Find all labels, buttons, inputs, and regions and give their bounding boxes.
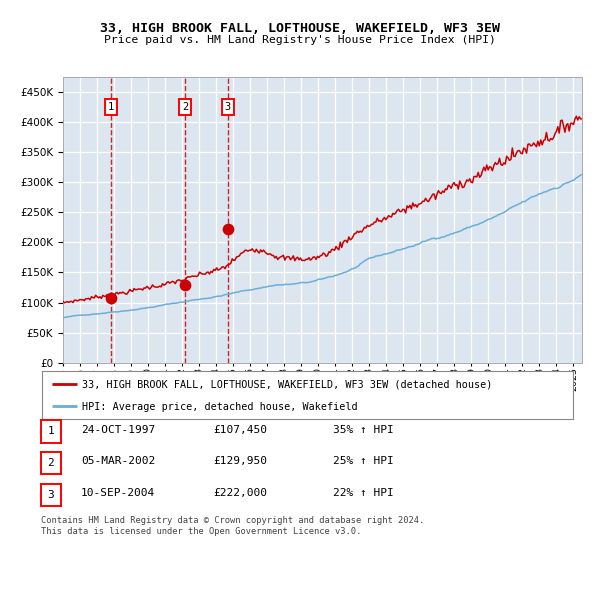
Text: £107,450: £107,450 bbox=[213, 425, 267, 434]
Text: 2: 2 bbox=[182, 101, 188, 112]
Text: Price paid vs. HM Land Registry's House Price Index (HPI): Price paid vs. HM Land Registry's House … bbox=[104, 35, 496, 45]
Text: 35% ↑ HPI: 35% ↑ HPI bbox=[333, 425, 394, 434]
Text: 24-OCT-1997: 24-OCT-1997 bbox=[81, 425, 155, 434]
Text: £222,000: £222,000 bbox=[213, 489, 267, 498]
Text: 10-SEP-2004: 10-SEP-2004 bbox=[81, 489, 155, 498]
Text: 25% ↑ HPI: 25% ↑ HPI bbox=[333, 457, 394, 466]
Text: 3: 3 bbox=[225, 101, 231, 112]
Text: 05-MAR-2002: 05-MAR-2002 bbox=[81, 457, 155, 466]
Text: 1: 1 bbox=[47, 427, 54, 436]
Text: 1: 1 bbox=[107, 101, 114, 112]
Text: 33, HIGH BROOK FALL, LOFTHOUSE, WAKEFIELD, WF3 3EW (detached house): 33, HIGH BROOK FALL, LOFTHOUSE, WAKEFIEL… bbox=[82, 379, 492, 389]
Text: 3: 3 bbox=[47, 490, 54, 500]
Text: 33, HIGH BROOK FALL, LOFTHOUSE, WAKEFIELD, WF3 3EW: 33, HIGH BROOK FALL, LOFTHOUSE, WAKEFIEL… bbox=[100, 22, 500, 35]
Text: HPI: Average price, detached house, Wakefield: HPI: Average price, detached house, Wake… bbox=[82, 402, 358, 412]
Text: 22% ↑ HPI: 22% ↑ HPI bbox=[333, 489, 394, 498]
Text: £129,950: £129,950 bbox=[213, 457, 267, 466]
Text: Contains HM Land Registry data © Crown copyright and database right 2024.
This d: Contains HM Land Registry data © Crown c… bbox=[41, 516, 424, 536]
Text: 2: 2 bbox=[47, 458, 54, 468]
Point bbox=[106, 293, 116, 303]
Point bbox=[223, 224, 233, 234]
Point bbox=[180, 280, 190, 289]
